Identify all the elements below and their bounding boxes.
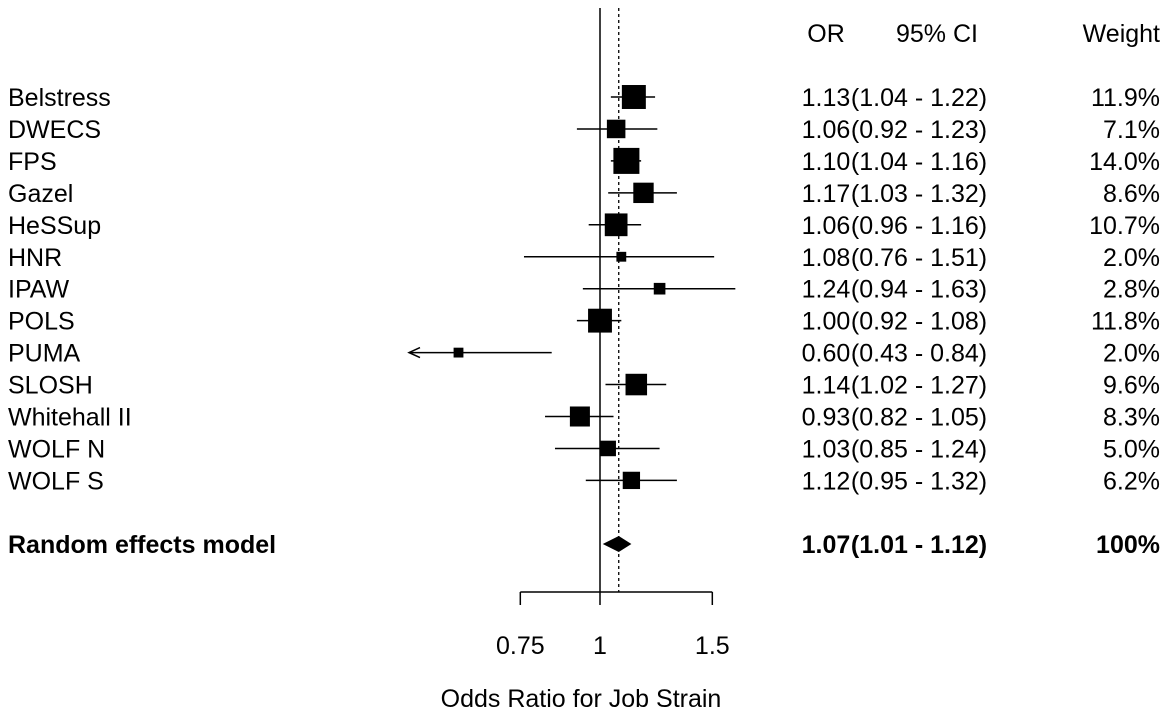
header-weight: Weight <box>1083 20 1160 48</box>
study-row: FPS 1.10 (1.04 - 1.16) 14.0% <box>8 147 1160 176</box>
study-or: 1.06 <box>802 116 851 144</box>
point-estimate-square <box>653 282 666 295</box>
study-weight: 6.2% <box>1103 467 1160 495</box>
x-axis: Odds Ratio for Job Strain 0.75 1 1.5 <box>441 591 730 713</box>
study-ci: (1.04 - 1.16) <box>851 148 987 176</box>
reference-lines <box>599 8 620 592</box>
study-name: IPAW <box>8 276 70 304</box>
study-row: HeSSup 1.06 (0.96 - 1.16) 10.7% <box>8 212 1160 240</box>
study-name: Gazel <box>8 180 73 208</box>
study-or: 0.60 <box>802 340 851 368</box>
point-estimate-square <box>606 119 626 139</box>
study-or: 1.14 <box>802 372 851 400</box>
study-or: 1.06 <box>802 212 851 240</box>
study-ci: (0.82 - 1.05) <box>851 404 987 432</box>
study-weight: 5.0% <box>1103 435 1160 463</box>
point-estimate-square <box>622 471 641 490</box>
study-or: 1.08 <box>802 244 851 272</box>
study-or: 1.00 <box>802 308 851 336</box>
study-name: DWECS <box>8 116 101 144</box>
study-weight: 14.0% <box>1089 148 1160 176</box>
study-ci: (0.95 - 1.32) <box>851 467 987 495</box>
study-ci: (1.04 - 1.22) <box>851 84 987 112</box>
header-ci: 95% CI <box>896 20 978 48</box>
study-weight: 9.6% <box>1103 372 1160 400</box>
point-estimate-square <box>604 213 628 237</box>
study-weight: 11.9% <box>1091 84 1160 112</box>
study-or: 1.03 <box>802 435 851 463</box>
study-ci: (1.02 - 1.27) <box>851 372 987 400</box>
study-weight: 2.8% <box>1103 276 1160 304</box>
x-tick-label: 1 <box>593 632 607 660</box>
study-or: 1.24 <box>802 276 851 304</box>
study-weight: 2.0% <box>1103 244 1160 272</box>
x-axis-label: Odds Ratio for Job Strain <box>441 685 722 713</box>
point-estimate-square <box>588 308 612 333</box>
study-weight: 7.1% <box>1103 116 1160 144</box>
point-estimate-square <box>621 85 646 109</box>
point-estimate-square <box>569 406 590 427</box>
study-row: IPAW 1.24 (0.94 - 1.63) 2.8% <box>8 276 1160 304</box>
study-name: HeSSup <box>8 212 101 240</box>
study-row: SLOSH 1.14 (1.02 - 1.27) 9.6% <box>8 372 1160 400</box>
study-name: WOLF N <box>8 435 105 463</box>
study-row: PUMA 0.60 (0.43 - 0.84) 2.0% <box>8 340 1160 368</box>
summary-diamond <box>602 536 632 552</box>
header-or: OR <box>807 20 845 48</box>
summary-ci: (1.01 - 1.12) <box>851 531 987 559</box>
study-or: 1.12 <box>802 467 851 495</box>
summary-weight: 100% <box>1096 531 1160 559</box>
point-estimate-square <box>616 251 627 262</box>
study-row: DWECS 1.06 (0.92 - 1.23) 7.1% <box>8 116 1160 144</box>
x-tick-label: 1.5 <box>695 632 730 660</box>
study-ci: (0.92 - 1.08) <box>851 308 987 336</box>
study-name: POLS <box>8 308 75 336</box>
study-row: Whitehall II 0.93 (0.82 - 1.05) 8.3% <box>8 404 1160 432</box>
point-estimate-square <box>453 347 464 358</box>
study-or: 1.17 <box>802 180 851 208</box>
point-estimate-square <box>613 147 640 174</box>
study-name: WOLF S <box>8 467 104 495</box>
point-estimate-square <box>633 182 654 204</box>
study-or: 0.93 <box>802 404 851 432</box>
study-row: Gazel 1.17 (1.03 - 1.32) 8.6% <box>8 180 1160 208</box>
study-weight: 2.0% <box>1103 340 1160 368</box>
study-weight: 10.7% <box>1089 212 1160 240</box>
study-or: 1.13 <box>802 84 851 112</box>
summary-or: 1.07 <box>802 531 851 559</box>
study-ci: (0.92 - 1.23) <box>851 116 987 144</box>
study-row: POLS 1.00 (0.92 - 1.08) 11.8% <box>8 308 1160 336</box>
summary-name: Random effects model <box>8 531 276 559</box>
study-row: WOLF N 1.03 (0.85 - 1.24) 5.0% <box>8 435 1160 463</box>
study-ci: (0.76 - 1.51) <box>851 244 987 272</box>
study-name: Belstress <box>8 84 111 112</box>
study-name: PUMA <box>8 340 81 368</box>
study-weight: 8.6% <box>1103 180 1160 208</box>
point-estimate-square <box>600 440 616 457</box>
study-name: Whitehall II <box>8 404 132 432</box>
ci-truncation-arrow <box>407 346 421 359</box>
study-row: Belstress 1.13 (1.04 - 1.22) 11.9% <box>8 84 1160 112</box>
study-weight: 11.8% <box>1091 308 1160 336</box>
study-ci: (1.03 - 1.32) <box>851 180 987 208</box>
study-weight: 8.3% <box>1103 404 1160 432</box>
study-row: HNR 1.08 (0.76 - 1.51) 2.0% <box>8 244 1160 272</box>
column-headers: OR 95% CI Weight <box>807 20 1160 48</box>
study-ci: (0.85 - 1.24) <box>851 435 987 463</box>
study-name: FPS <box>8 148 57 176</box>
x-tick-label: 0.75 <box>496 632 545 660</box>
study-row: WOLF S 1.12 (0.95 - 1.32) 6.2% <box>8 467 1160 495</box>
study-or: 1.10 <box>802 148 851 176</box>
study-ci: (0.96 - 1.16) <box>851 212 987 240</box>
study-ci: (0.94 - 1.63) <box>851 276 987 304</box>
summary-row: Random effects model 1.07 (1.01 - 1.12) 100… <box>8 531 1160 559</box>
study-name: HNR <box>8 244 62 272</box>
study-name: SLOSH <box>8 372 93 400</box>
point-estimate-square <box>625 373 648 396</box>
study-ci: (0.43 - 0.84) <box>851 340 987 368</box>
study-rows: Belstress 1.13 (1.04 - 1.22) 11.9% DWECS 1.06… <box>8 84 1160 495</box>
